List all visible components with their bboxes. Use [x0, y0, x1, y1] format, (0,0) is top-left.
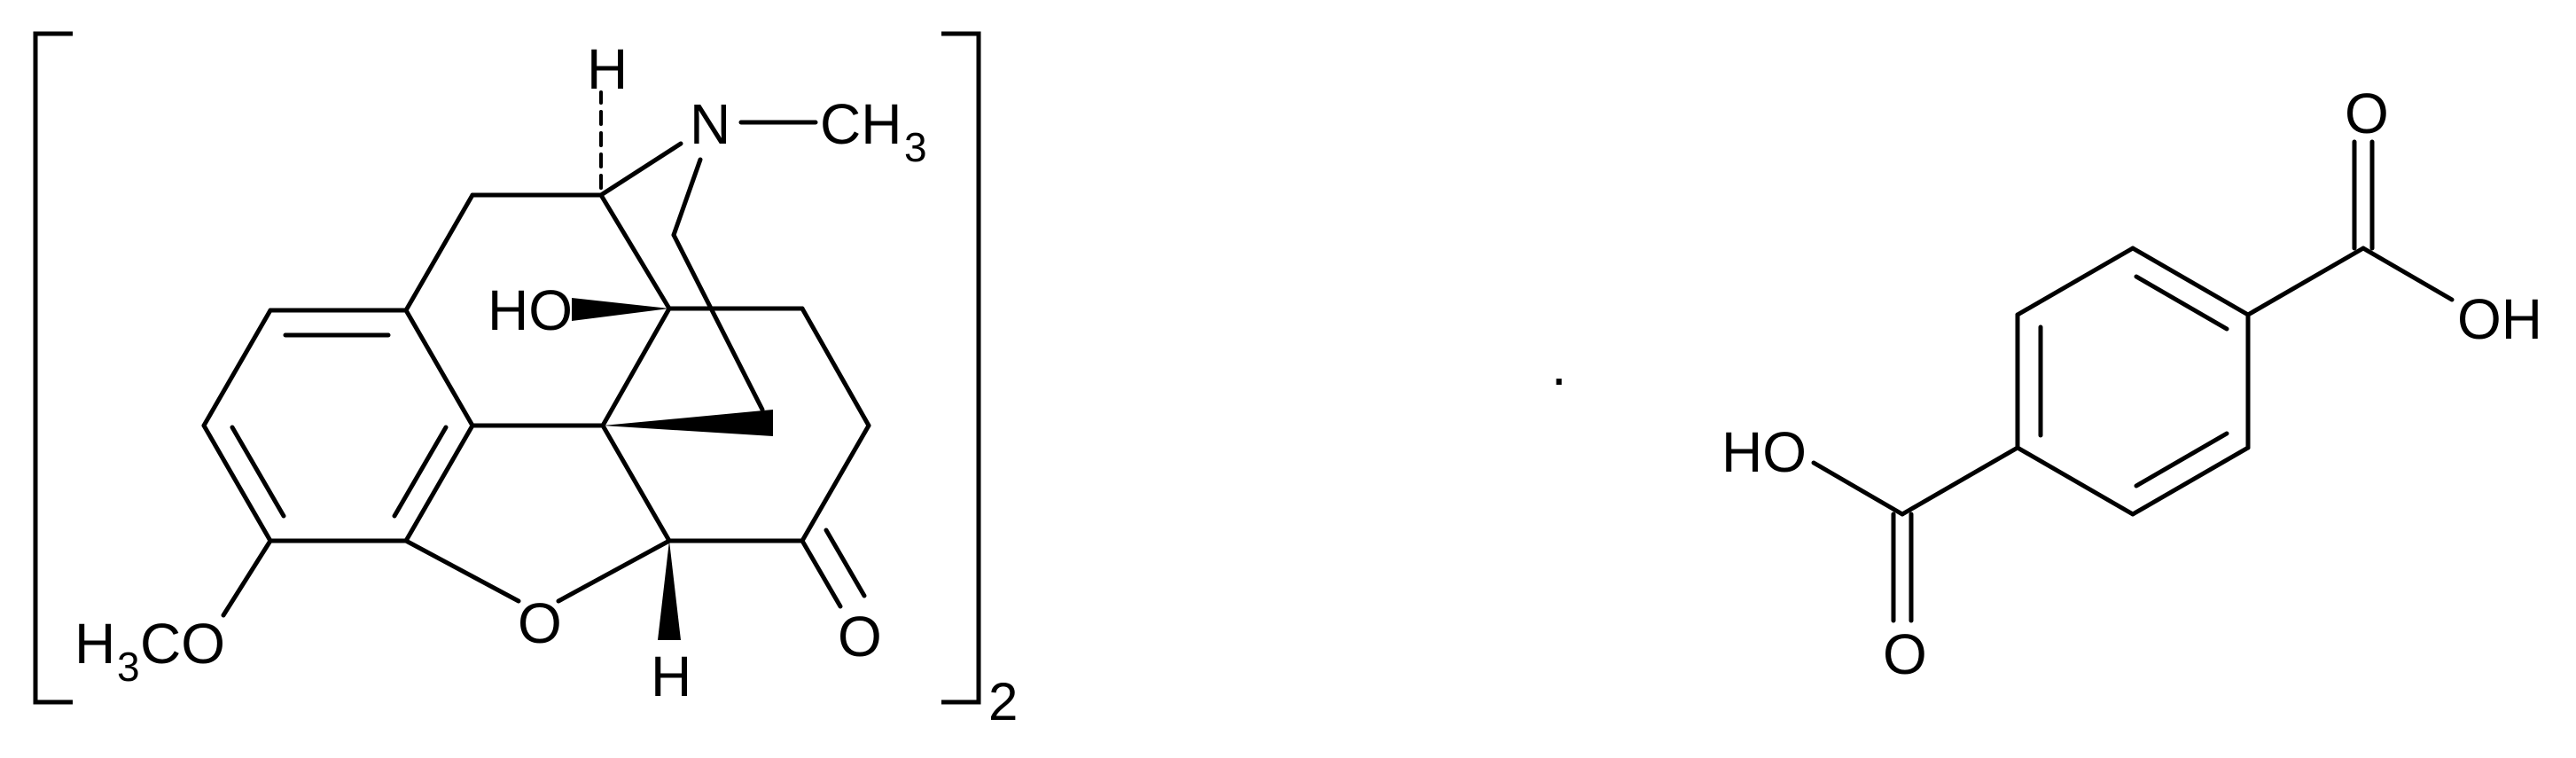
main-molecule-labels: H N CH 3 HO H 3 CO O H O 2 — [74, 37, 1018, 731]
atom-label-oh-right: OH — [2457, 287, 2542, 351]
bracket-right — [941, 31, 981, 705]
atom-label-ch3: CH — [820, 92, 902, 156]
salt-separator-dot: · — [1550, 346, 1568, 410]
wedge-bond-ho — [572, 298, 669, 321]
atom-label-ho-left: HO — [1721, 420, 1807, 484]
stereo-bonds — [572, 90, 773, 640]
atom-label-ho: HO — [488, 278, 573, 342]
main-molecule-bonds — [201, 120, 871, 618]
bracket-multiplier: 2 — [988, 672, 1018, 731]
atom-label-o-ring: O — [518, 591, 562, 655]
wedge-bond-bridge — [603, 410, 773, 436]
atom-label-ch3-subscript: 3 — [904, 124, 927, 170]
atom-label-h3c-subscript: 3 — [117, 644, 140, 690]
atom-label-o-top: O — [2345, 82, 2389, 145]
wedge-bond-h-bottom — [658, 541, 681, 640]
atom-label-h-top: H — [587, 37, 628, 101]
counter-ion-bonds — [1811, 139, 2455, 623]
atom-label-h3c: H — [74, 612, 115, 676]
atom-label-h3c-co: CO — [140, 612, 225, 676]
atom-label-h-bottom: H — [651, 645, 691, 708]
bracket-left — [33, 31, 73, 705]
atom-label-n: N — [690, 92, 730, 156]
atom-label-o-ketone: O — [838, 605, 882, 668]
counter-ion-labels: O OH HO O — [1721, 82, 2542, 686]
atom-label-o-bottom: O — [1883, 622, 1927, 686]
